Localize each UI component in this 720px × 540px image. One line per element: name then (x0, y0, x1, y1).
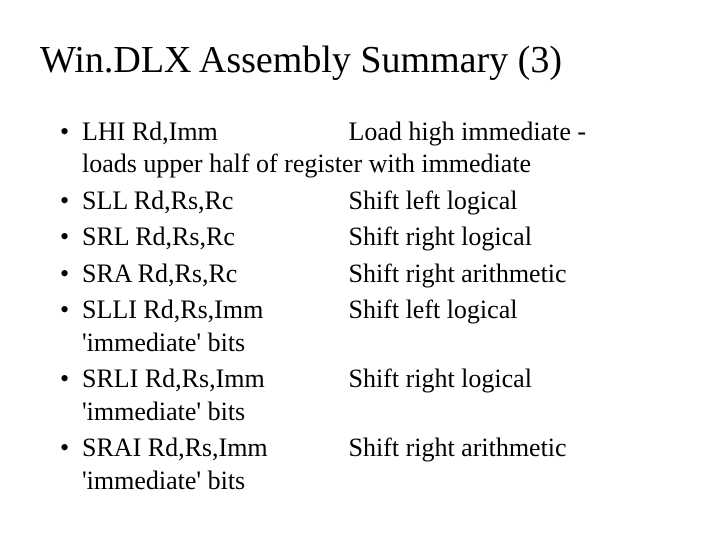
instruction-desc: Shift right arithmetic (349, 259, 567, 288)
list-item: LHI Rd,Imm Load high immediate - loads u… (60, 116, 680, 181)
list-item: SLLI Rd,Rs,Imm Shift left logical 'immed… (60, 294, 680, 359)
slide: Win.DLX Assembly Summary (3) LHI Rd,Imm … (0, 0, 720, 540)
instruction-desc: Shift left logical (349, 186, 518, 215)
instruction-op: SRLI Rd,Rs,Imm (82, 363, 342, 396)
instruction-op: SRL Rd,Rs,Rc (82, 221, 342, 254)
list-item: SRAI Rd,Rs,Imm Shift right arithmetic 'i… (60, 432, 680, 497)
list-item: SRL Rd,Rs,Rc Shift right logical (60, 221, 680, 254)
instruction-cont: 'immediate' bits (82, 465, 680, 498)
instruction-desc: Shift right logical (349, 222, 532, 251)
instruction-desc: Shift right logical (349, 364, 532, 393)
instruction-op: SRA Rd,Rs,Rc (82, 258, 342, 291)
instruction-cont: 'immediate' bits (82, 396, 680, 429)
page-title: Win.DLX Assembly Summary (3) (40, 40, 680, 82)
instruction-op: SLL Rd,Rs,Rc (82, 185, 342, 218)
instruction-list: LHI Rd,Imm Load high immediate - loads u… (40, 116, 680, 498)
instruction-op: SLLI Rd,Rs,Imm (82, 294, 342, 327)
instruction-desc: Shift right arithmetic (349, 433, 567, 462)
instruction-cont: 'immediate' bits (82, 327, 680, 360)
instruction-op: LHI Rd,Imm (82, 116, 342, 149)
instruction-desc: Shift left logical (349, 295, 518, 324)
list-item: SLL Rd,Rs,Rc Shift left logical (60, 185, 680, 218)
instruction-desc: Load high immediate - (349, 117, 587, 146)
instruction-cont: loads upper half of register with immedi… (82, 148, 680, 181)
instruction-op: SRAI Rd,Rs,Imm (82, 432, 342, 465)
list-item: SRA Rd,Rs,Rc Shift right arithmetic (60, 258, 680, 291)
list-item: SRLI Rd,Rs,Imm Shift right logical 'imme… (60, 363, 680, 428)
